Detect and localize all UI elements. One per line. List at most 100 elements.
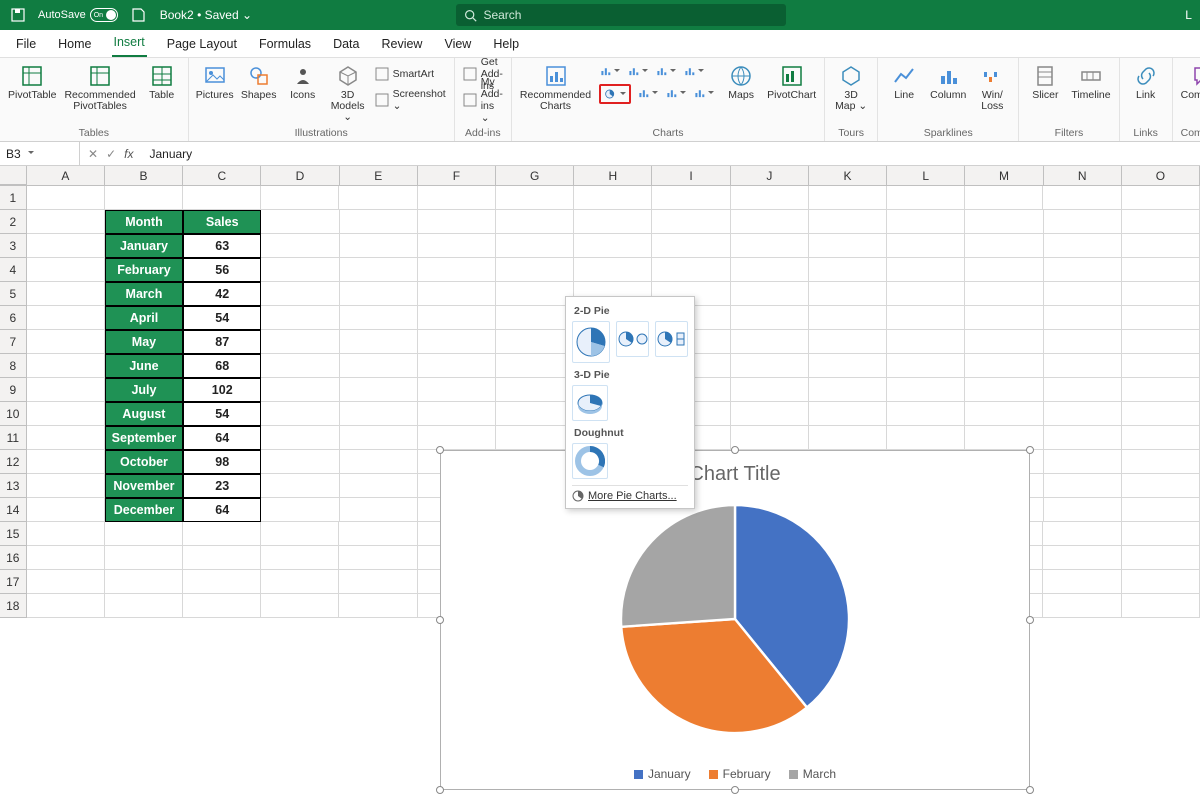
- cell[interactable]: [652, 186, 730, 210]
- cell[interactable]: [261, 258, 339, 282]
- cell[interactable]: 98: [183, 450, 261, 474]
- cell[interactable]: [27, 546, 105, 570]
- cell[interactable]: [261, 594, 339, 618]
- cell[interactable]: August: [105, 402, 183, 426]
- cell[interactable]: September: [105, 426, 183, 450]
- cell[interactable]: April: [105, 306, 183, 330]
- cell[interactable]: [1122, 402, 1200, 426]
- cell[interactable]: [1044, 402, 1122, 426]
- cell[interactable]: [340, 474, 418, 498]
- cell[interactable]: 23: [183, 474, 261, 498]
- save-icon[interactable]: [8, 5, 28, 25]
- cell[interactable]: [731, 186, 809, 210]
- cell[interactable]: [261, 474, 339, 498]
- cell[interactable]: 54: [183, 402, 261, 426]
- account-indicator[interactable]: L: [1185, 8, 1192, 22]
- cell[interactable]: [261, 402, 339, 426]
- cell[interactable]: [887, 402, 965, 426]
- cell[interactable]: [1122, 306, 1200, 330]
- cell[interactable]: [1043, 570, 1121, 594]
- cell[interactable]: [340, 402, 418, 426]
- cell[interactable]: January: [105, 234, 183, 258]
- cell[interactable]: [418, 426, 496, 450]
- resize-handle[interactable]: [731, 446, 739, 454]
- col-header[interactable]: N: [1044, 166, 1122, 185]
- cell[interactable]: [731, 210, 809, 234]
- pie-2d-option[interactable]: [572, 321, 610, 363]
- search-box[interactable]: Search: [456, 4, 786, 26]
- cell[interactable]: [731, 426, 809, 450]
- resize-handle[interactable]: [1026, 446, 1034, 454]
- cell[interactable]: [261, 522, 339, 546]
- cell[interactable]: 63: [183, 234, 261, 258]
- bar-of-pie-option[interactable]: [655, 321, 688, 357]
- cell[interactable]: [574, 210, 652, 234]
- cell[interactable]: [1044, 474, 1122, 498]
- col-header[interactable]: C: [183, 166, 261, 185]
- row-header[interactable]: 2: [0, 210, 27, 234]
- formula-input[interactable]: January: [143, 147, 1200, 161]
- legend-item[interactable]: March: [789, 767, 836, 781]
- col-header[interactable]: H: [574, 166, 652, 185]
- col-header[interactable]: G: [496, 166, 574, 185]
- cell[interactable]: [1122, 546, 1200, 570]
- winloss-button[interactable]: Win/Loss: [974, 62, 1010, 112]
- cell[interactable]: [731, 402, 809, 426]
- pie-slice[interactable]: [621, 505, 735, 627]
- cell[interactable]: December: [105, 498, 183, 522]
- cell[interactable]: [574, 186, 652, 210]
- cell[interactable]: [27, 498, 105, 522]
- cell[interactable]: 56: [183, 258, 261, 282]
- link-button[interactable]: Link: [1128, 62, 1164, 101]
- row-header[interactable]: 12: [0, 450, 27, 474]
- cell[interactable]: [731, 330, 809, 354]
- pivotchart-button[interactable]: PivotChart: [767, 62, 816, 101]
- cell[interactable]: [183, 570, 261, 594]
- cell[interactable]: [183, 546, 261, 570]
- cell[interactable]: [965, 282, 1043, 306]
- cell[interactable]: [340, 450, 418, 474]
- confirm-icon[interactable]: ✓: [106, 147, 116, 161]
- cell[interactable]: [1122, 474, 1200, 498]
- cell[interactable]: [261, 450, 339, 474]
- cell[interactable]: [965, 330, 1043, 354]
- cell[interactable]: [27, 570, 105, 594]
- cell[interactable]: [105, 522, 183, 546]
- more-pie-charts-link[interactable]: More Pie Charts...: [572, 485, 688, 502]
- cell[interactable]: 42: [183, 282, 261, 306]
- cell[interactable]: June: [105, 354, 183, 378]
- cell[interactable]: [418, 258, 496, 282]
- cell[interactable]: [340, 378, 418, 402]
- cell[interactable]: [1122, 594, 1200, 618]
- cell[interactable]: [27, 306, 105, 330]
- cell[interactable]: [496, 330, 574, 354]
- cell[interactable]: [731, 306, 809, 330]
- tab-home[interactable]: Home: [56, 32, 93, 57]
- rec-charts-button[interactable]: RecommendedCharts: [520, 62, 591, 112]
- cell[interactable]: [1122, 426, 1200, 450]
- row-header[interactable]: 8: [0, 354, 27, 378]
- cell[interactable]: [1122, 210, 1200, 234]
- cell[interactable]: [1122, 282, 1200, 306]
- cell[interactable]: 102: [183, 378, 261, 402]
- cell[interactable]: [27, 450, 105, 474]
- cell[interactable]: [418, 354, 496, 378]
- col-header[interactable]: M: [965, 166, 1043, 185]
- cell[interactable]: [731, 234, 809, 258]
- row-header[interactable]: 9: [0, 378, 27, 402]
- cell[interactable]: [809, 282, 887, 306]
- cell[interactable]: [340, 306, 418, 330]
- cell[interactable]: [27, 234, 105, 258]
- cell[interactable]: [261, 186, 339, 210]
- my-addins-button[interactable]: My Add-ins ⌄: [463, 88, 503, 112]
- cell[interactable]: [340, 498, 418, 522]
- cell[interactable]: [340, 354, 418, 378]
- cell[interactable]: [183, 186, 261, 210]
- cell[interactable]: [418, 378, 496, 402]
- tab-data[interactable]: Data: [331, 32, 361, 57]
- cell[interactable]: [574, 258, 652, 282]
- cell[interactable]: [809, 354, 887, 378]
- autosave-toggle[interactable]: AutoSave On: [38, 8, 118, 22]
- row-header[interactable]: 7: [0, 330, 27, 354]
- cell[interactable]: [887, 186, 965, 210]
